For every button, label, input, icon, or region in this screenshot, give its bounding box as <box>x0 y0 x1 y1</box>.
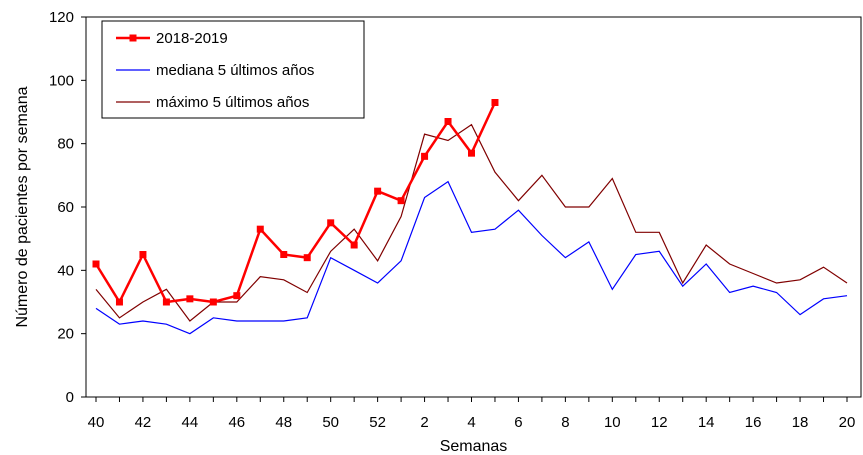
y-tick-label: 80 <box>57 136 74 153</box>
data-point <box>256 225 264 233</box>
data-point <box>468 149 475 157</box>
data-point <box>421 152 429 160</box>
x-tick-label: 12 <box>651 414 668 431</box>
legend-item: máximo 5 últimos años <box>116 94 309 111</box>
data-point <box>139 251 147 258</box>
x-tick-label: 4 <box>467 414 475 431</box>
x-tick-label: 42 <box>135 414 152 431</box>
data-point <box>350 241 358 249</box>
series-line <box>94 101 497 305</box>
chart-series <box>92 99 848 335</box>
series-mediana-5-ultimos-anos <box>95 180 848 335</box>
y-tick-label: 20 <box>57 326 74 343</box>
y-tick-label: 40 <box>57 262 74 279</box>
data-point <box>374 187 382 195</box>
y-axis-title: Número de pacientes por semana <box>14 86 31 327</box>
data-point <box>444 118 452 125</box>
legend: 2018-2019 mediana 5 últimos años máximo 5 … <box>101 20 365 119</box>
x-tick-label: 44 <box>182 414 199 431</box>
y-tick-label: 60 <box>57 199 74 216</box>
y-tick-label: 120 <box>49 9 74 26</box>
data-point <box>327 219 335 227</box>
data-point <box>303 254 311 262</box>
x-tick-label: 40 <box>88 414 105 431</box>
x-tick-label: 18 <box>792 414 809 431</box>
x-tick-label: 6 <box>514 414 522 431</box>
x-tick-label: 50 <box>322 414 339 431</box>
data-point <box>186 295 194 303</box>
x-tick-label: 46 <box>228 414 245 431</box>
x-tick-label: 8 <box>561 414 569 431</box>
data-point <box>209 298 217 306</box>
x-tick-label: 14 <box>698 414 715 431</box>
series-line <box>95 180 848 335</box>
y-tick-label: 0 <box>66 389 74 406</box>
data-point <box>115 298 123 306</box>
x-tick-label: 52 <box>369 414 386 431</box>
data-point <box>397 197 405 205</box>
y-tick-label: 100 <box>49 72 74 89</box>
legend-label: 2018-2019 <box>156 30 228 47</box>
legend-item: mediana 5 últimos años <box>116 62 314 79</box>
x-tick-label: 2 <box>420 414 428 431</box>
x-axis-title: Semanas <box>440 438 508 455</box>
x-tick-label: 10 <box>604 414 621 431</box>
data-point <box>233 292 241 300</box>
legend-marker <box>129 34 137 42</box>
data-point <box>491 99 499 106</box>
legend-item: 2018-2019 <box>116 30 228 47</box>
series-2018-2019 <box>92 99 499 306</box>
series-line <box>95 123 848 322</box>
x-tick-label: 20 <box>839 414 856 431</box>
x-tick-label: 48 <box>275 414 292 431</box>
data-point <box>280 251 288 258</box>
legend-label: máximo 5 últimos años <box>156 94 309 111</box>
x-tick-label: 16 <box>745 414 762 431</box>
data-point <box>162 298 170 306</box>
legend-label: mediana 5 últimos años <box>156 62 314 79</box>
data-point <box>92 260 100 268</box>
series-maximo-5-ultimos-anos <box>95 123 848 322</box>
